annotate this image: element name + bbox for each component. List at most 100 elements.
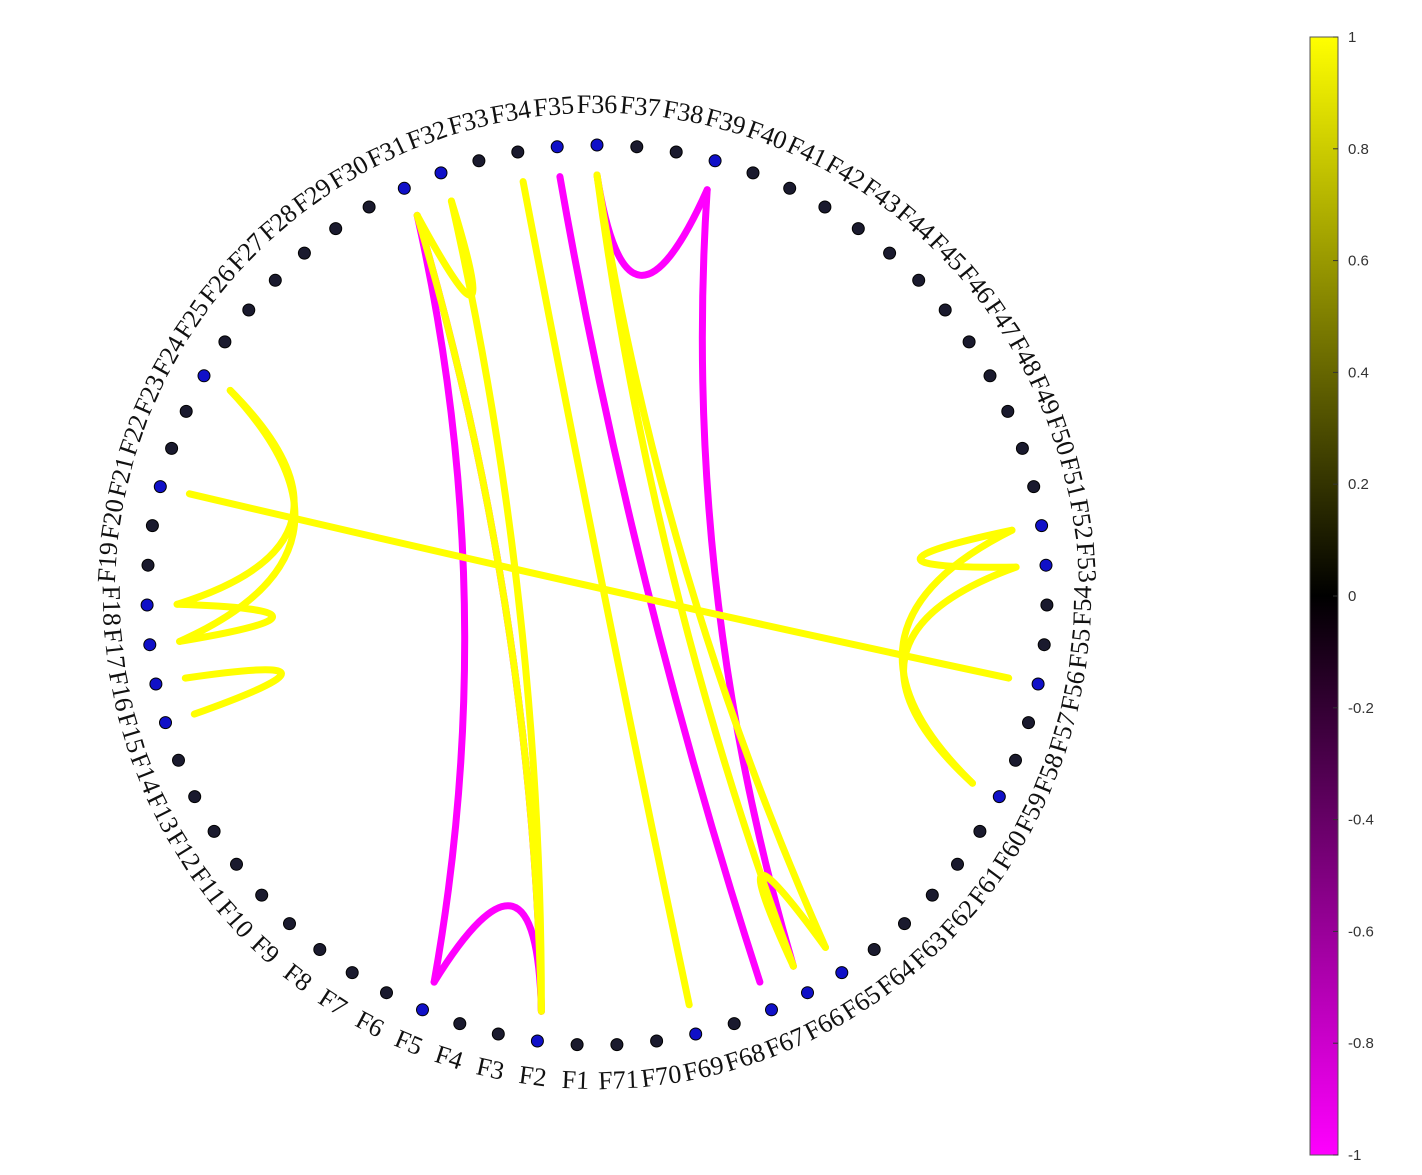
node-F37 bbox=[630, 140, 644, 154]
node-F29 bbox=[329, 222, 343, 236]
edge-F52-F53 bbox=[916, 526, 1020, 571]
edge-F16-F15 bbox=[181, 666, 285, 718]
edge-F39-F66 bbox=[698, 186, 797, 970]
node-label-F52: F52 bbox=[1064, 497, 1099, 541]
node-F64 bbox=[867, 943, 881, 956]
colorbar: 1 0.8 0.6 0.4 0.2 0 -0.2 -0.4 -0.6 -0.8 -1 bbox=[1309, 29, 1374, 1164]
node-F49 bbox=[1001, 404, 1015, 418]
node-label-F17: F17 bbox=[98, 627, 131, 670]
node-F43 bbox=[851, 222, 865, 236]
node-F21 bbox=[153, 480, 167, 494]
node-F35 bbox=[550, 140, 564, 154]
node-label-F55: F55 bbox=[1063, 627, 1096, 670]
node-F53 bbox=[1039, 558, 1053, 572]
node-F38 bbox=[669, 145, 683, 159]
node-F12 bbox=[207, 824, 221, 838]
colorbar-tick-label: 1 bbox=[1348, 29, 1356, 46]
edge-F36-F66 bbox=[593, 171, 797, 970]
colorbar-tick-label: 0.8 bbox=[1348, 141, 1369, 158]
node-F61 bbox=[951, 857, 964, 871]
node-label-F69: F69 bbox=[681, 1050, 727, 1087]
node-F56 bbox=[1031, 677, 1045, 691]
node-F52 bbox=[1035, 519, 1049, 533]
colorbar-ticks: 1 0.8 0.6 0.4 0.2 0 -0.2 -0.4 -0.6 -0.8 -1 bbox=[1333, 29, 1374, 1164]
node-F25 bbox=[218, 335, 232, 349]
node-F4 bbox=[453, 1017, 467, 1031]
colorbar-tick-label: -1 bbox=[1348, 1147, 1361, 1164]
node-F10 bbox=[255, 888, 269, 902]
node-F2 bbox=[530, 1034, 544, 1048]
node-F31 bbox=[397, 181, 411, 195]
node-label-F6: F6 bbox=[351, 1005, 389, 1043]
node-F14 bbox=[172, 753, 185, 767]
edge-F35-F67 bbox=[556, 173, 764, 986]
node-F42 bbox=[818, 200, 832, 214]
node-F33 bbox=[472, 154, 486, 168]
node-F19 bbox=[141, 558, 155, 572]
node-F55 bbox=[1037, 638, 1051, 652]
node-F13 bbox=[188, 790, 202, 804]
node-F7 bbox=[345, 966, 359, 980]
node-F1 bbox=[570, 1038, 584, 1052]
node-F40 bbox=[746, 166, 760, 180]
node-F60 bbox=[973, 824, 987, 838]
colorbar-tick-label: -0.4 bbox=[1348, 812, 1374, 829]
node-label-F53: F53 bbox=[1071, 541, 1103, 583]
edge-F31-F2 bbox=[413, 211, 545, 1015]
edge-F34-F69 bbox=[519, 178, 693, 1009]
node-F22 bbox=[165, 441, 179, 455]
colorbar-tick-label: 0.6 bbox=[1348, 253, 1369, 270]
node-F41 bbox=[783, 181, 797, 195]
node-label-F2: F2 bbox=[517, 1060, 548, 1092]
node-F17 bbox=[143, 638, 157, 652]
node-label-F70: F70 bbox=[639, 1059, 683, 1093]
node-label-F33: F33 bbox=[445, 102, 492, 141]
node-F45 bbox=[912, 273, 926, 287]
node-label-F9: F9 bbox=[245, 929, 285, 969]
node-label-F51: F51 bbox=[1054, 454, 1092, 500]
node-F44 bbox=[883, 246, 897, 260]
node-F68 bbox=[727, 1017, 741, 1031]
edge-F2-F5 bbox=[430, 902, 545, 1015]
node-label-F8: F8 bbox=[278, 958, 317, 998]
node-F39 bbox=[708, 154, 722, 168]
node-F18 bbox=[140, 598, 154, 612]
colorbar-tick-label: -0.2 bbox=[1348, 700, 1374, 717]
node-F71 bbox=[610, 1038, 624, 1052]
edge-F24-F17 bbox=[176, 386, 299, 645]
node-label-F19: F19 bbox=[92, 541, 124, 583]
edge-F31-F5 bbox=[413, 211, 469, 986]
node-label-F36: F36 bbox=[577, 90, 617, 119]
colorbar-tick-label: 0.4 bbox=[1348, 364, 1369, 381]
node-F70 bbox=[650, 1034, 664, 1048]
node-label-F18: F18 bbox=[97, 585, 127, 626]
node-label-F58: F58 bbox=[1028, 749, 1070, 797]
node-label-F7: F7 bbox=[313, 983, 352, 1022]
node-label-F68: F68 bbox=[721, 1037, 768, 1077]
node-label-F4: F4 bbox=[432, 1039, 467, 1075]
node-label-F21: F21 bbox=[102, 454, 140, 500]
node-F20 bbox=[145, 519, 159, 533]
node-F51 bbox=[1027, 480, 1041, 494]
node-F66 bbox=[801, 986, 814, 1000]
node-label-F14: F14 bbox=[125, 749, 167, 797]
node-layer bbox=[140, 138, 1054, 1052]
node-F69 bbox=[689, 1027, 703, 1041]
node-F62 bbox=[925, 888, 939, 902]
node-F47 bbox=[962, 335, 976, 349]
node-F26 bbox=[242, 303, 256, 317]
node-F65 bbox=[835, 966, 849, 980]
node-label-F39: F39 bbox=[702, 102, 749, 141]
node-label-F31: F31 bbox=[362, 130, 411, 174]
node-F9 bbox=[283, 917, 296, 931]
colorbar-tick-label: -0.8 bbox=[1348, 1035, 1374, 1052]
node-F54 bbox=[1040, 598, 1054, 612]
node-F5 bbox=[416, 1003, 429, 1017]
node-F8 bbox=[313, 943, 327, 956]
node-F67 bbox=[765, 1003, 778, 1017]
node-label-F16: F16 bbox=[103, 668, 139, 713]
edge-F18-F17 bbox=[173, 600, 276, 645]
colorbar-tick-label: 0.2 bbox=[1348, 476, 1369, 493]
node-F59 bbox=[992, 790, 1006, 804]
node-label-F34: F34 bbox=[488, 94, 533, 130]
